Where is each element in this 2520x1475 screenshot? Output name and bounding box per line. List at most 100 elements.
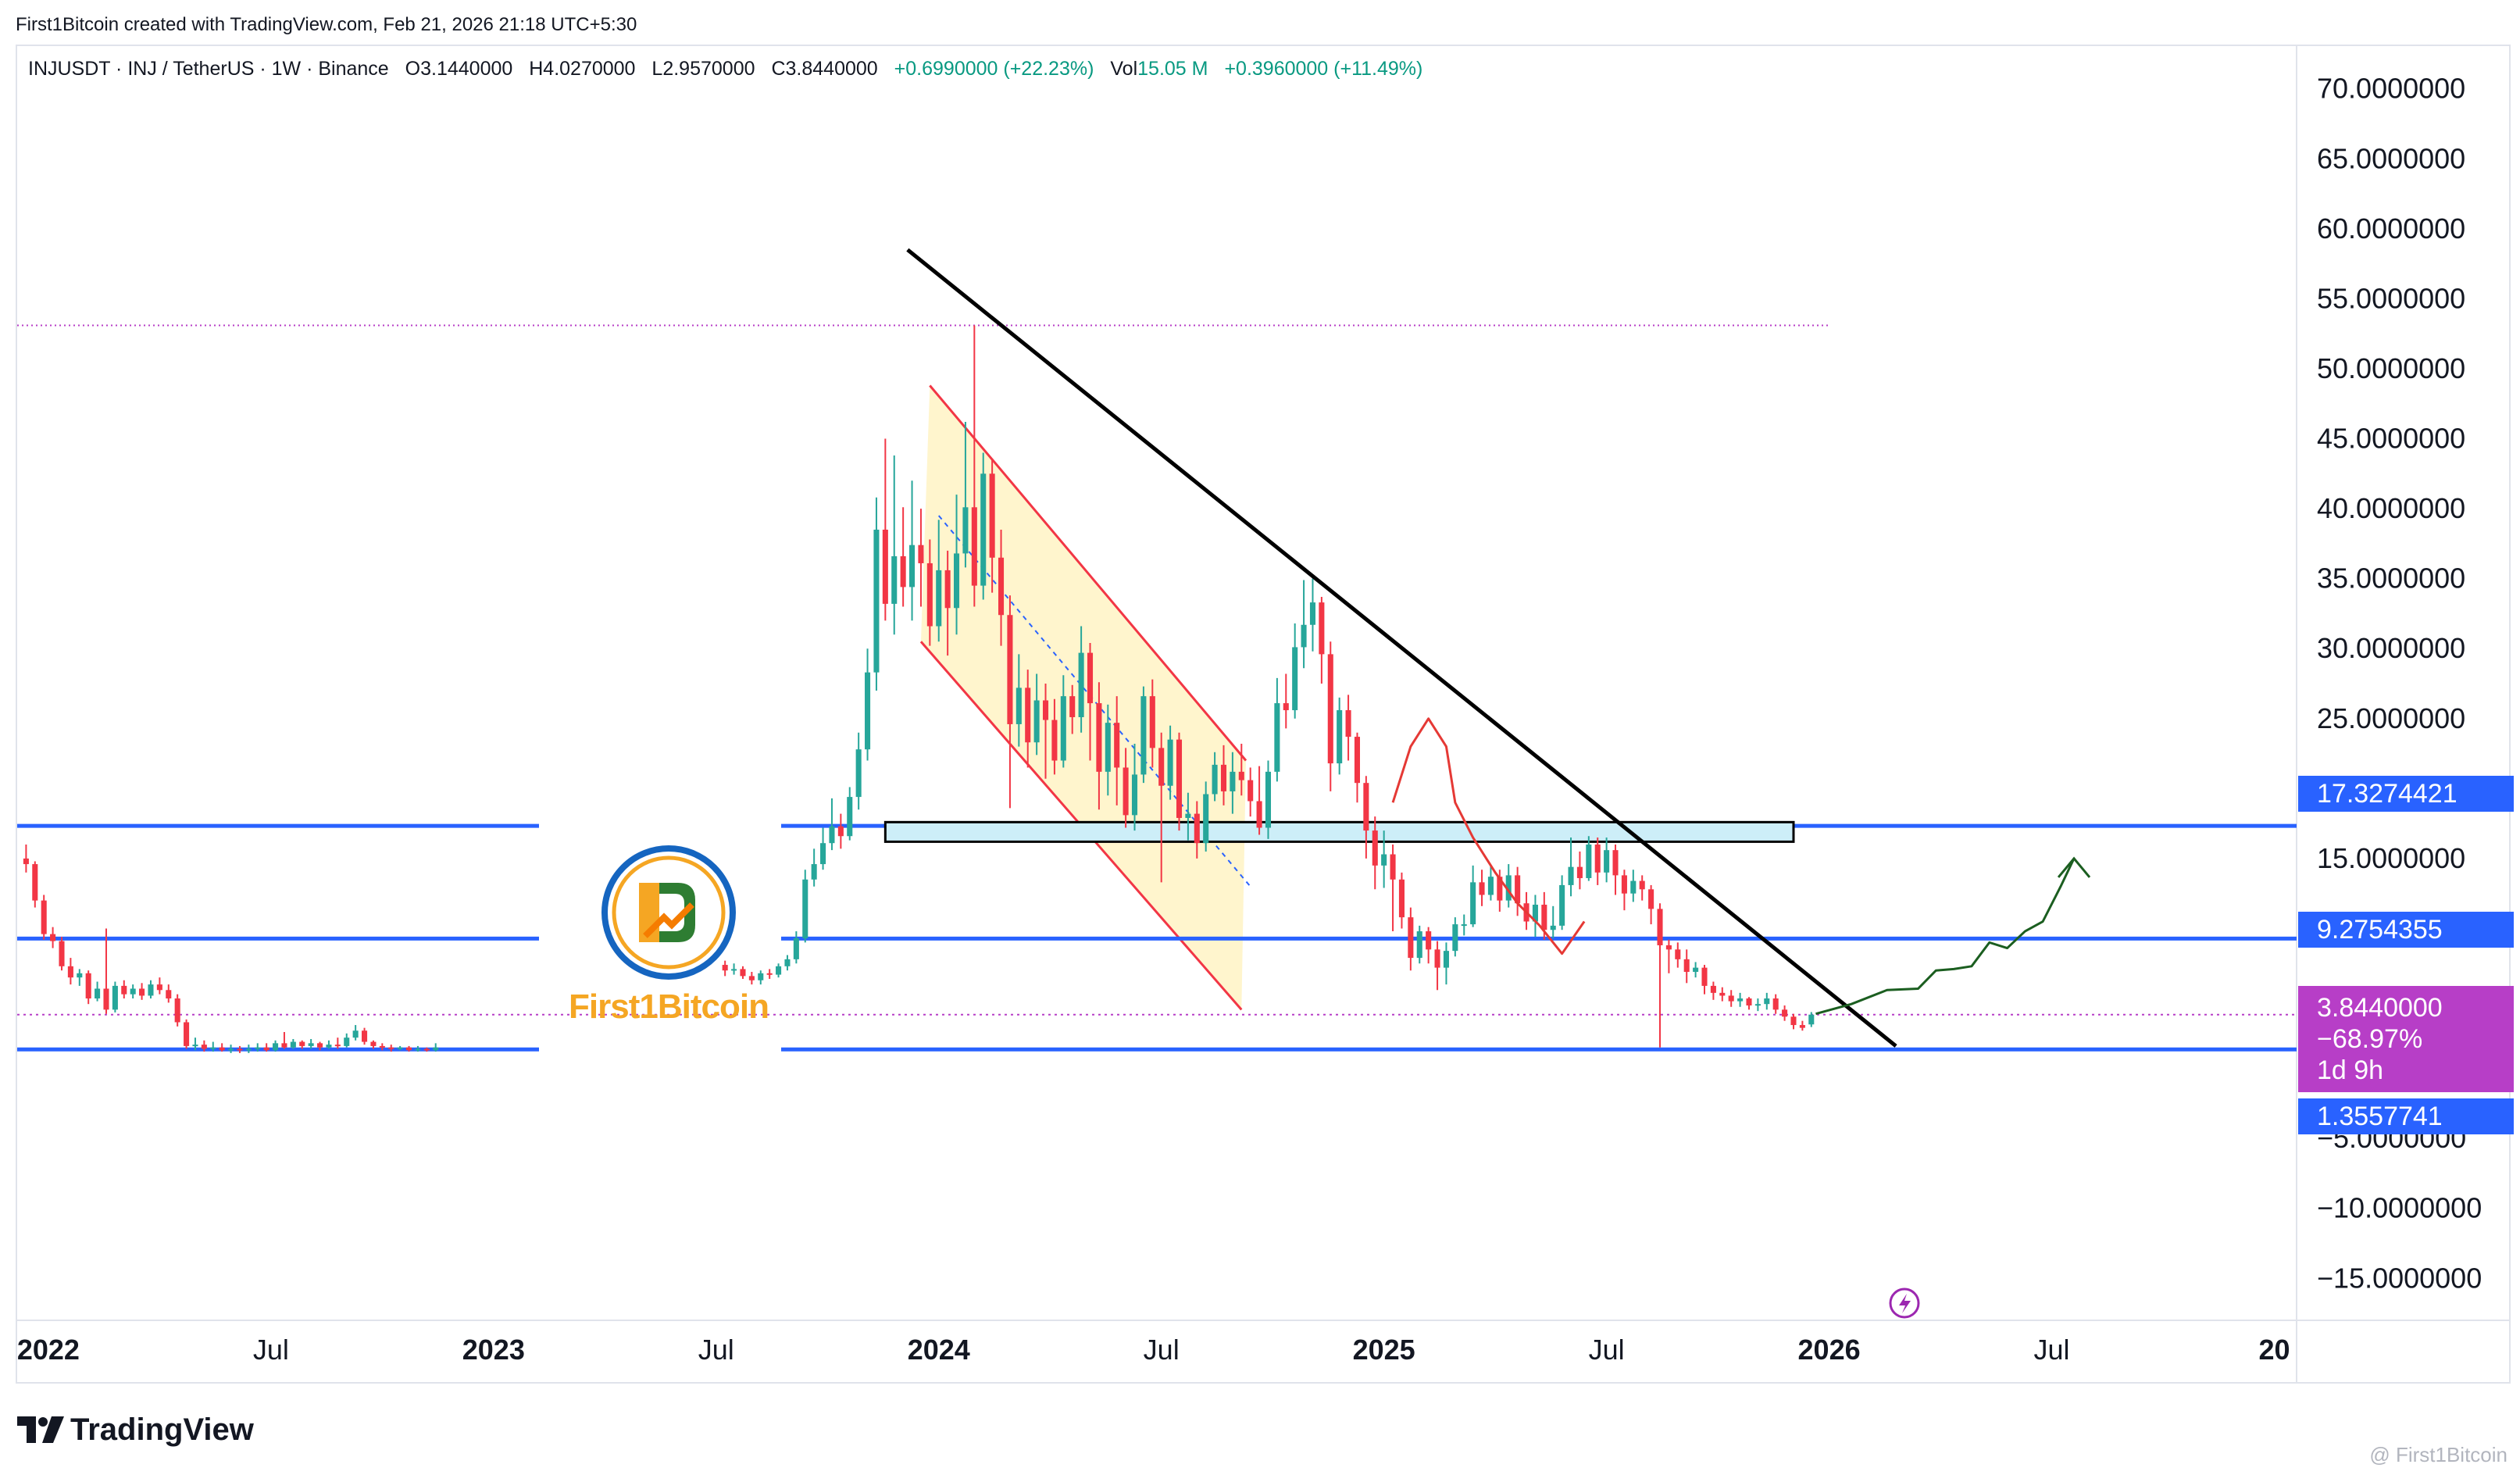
time-axis[interactable]: 2022 Jul 2023 Jul 2024 Jul 2025 Jul 2026 Jul 20 xyxy=(17,1334,2290,1366)
candle-up[interactable] xyxy=(1559,875,1565,930)
candle-up[interactable] xyxy=(1470,865,1476,927)
candle-up[interactable] xyxy=(1292,623,1298,719)
candle-up[interactable] xyxy=(77,969,83,986)
candle-up[interactable] xyxy=(820,827,826,870)
candle-down[interactable] xyxy=(1087,643,1094,761)
candle-up[interactable] xyxy=(1337,697,1343,775)
candle-down[interactable] xyxy=(263,1043,269,1052)
candle-up[interactable] xyxy=(1568,838,1574,897)
candle-up[interactable] xyxy=(1808,1012,1815,1027)
candle-down[interactable] xyxy=(379,1043,385,1051)
candle-down[interactable] xyxy=(405,1045,412,1052)
candle-up[interactable] xyxy=(1381,830,1387,888)
candle-down[interactable] xyxy=(121,980,127,999)
downtrend-line[interactable] xyxy=(906,248,1897,1048)
candle-up[interactable] xyxy=(847,787,853,841)
candle-up[interactable] xyxy=(865,648,871,761)
candle-up[interactable] xyxy=(352,1025,359,1041)
candle-up[interactable] xyxy=(962,422,969,568)
candle-down[interactable] xyxy=(1434,941,1440,991)
candle-down[interactable] xyxy=(998,529,1005,646)
candle-down[interactable] xyxy=(1176,732,1183,831)
red-forecast-path[interactable] xyxy=(1391,717,1586,955)
candle-down[interactable] xyxy=(139,983,145,1000)
candle-down[interactable] xyxy=(1354,732,1360,803)
candle-down[interactable] xyxy=(1345,695,1351,761)
candle-down[interactable] xyxy=(1363,776,1369,859)
candle-down[interactable] xyxy=(944,550,951,656)
candle-up[interactable] xyxy=(1737,992,1744,1007)
candle-down[interactable] xyxy=(281,1032,287,1049)
candle-up[interactable] xyxy=(1309,578,1316,652)
candle-down[interactable] xyxy=(1772,994,1779,1014)
candle-down[interactable] xyxy=(1576,851,1583,890)
candle-down[interactable] xyxy=(423,1047,430,1052)
candle-down[interactable] xyxy=(1657,903,1663,1048)
candle-up[interactable] xyxy=(130,984,136,999)
candle-down[interactable] xyxy=(1683,949,1690,984)
candle-down[interactable] xyxy=(748,971,755,985)
candle-down[interactable] xyxy=(1025,670,1031,768)
candle-down[interactable] xyxy=(1238,744,1244,796)
candle-down[interactable] xyxy=(59,937,65,971)
candle-down[interactable] xyxy=(1426,927,1432,964)
candle-up[interactable] xyxy=(1532,895,1538,938)
candle-up[interactable] xyxy=(758,970,764,985)
candle-up[interactable] xyxy=(245,1045,252,1053)
candle-up[interactable] xyxy=(1461,914,1467,936)
candle-up[interactable] xyxy=(210,1041,216,1052)
candle-up[interactable] xyxy=(112,981,118,1012)
candle-down[interactable] xyxy=(1594,838,1601,885)
candle-down[interactable] xyxy=(50,927,56,948)
candle-down[interactable] xyxy=(1665,939,1672,973)
candle-up[interactable] xyxy=(954,495,960,635)
candle-down[interactable] xyxy=(184,1019,190,1049)
candle-down[interactable] xyxy=(1799,1020,1805,1031)
candle-down[interactable] xyxy=(1648,884,1654,925)
candle-up[interactable] xyxy=(1754,998,1761,1012)
candle-down[interactable] xyxy=(1408,907,1414,971)
candle-down[interactable] xyxy=(156,977,162,995)
candle-down[interactable] xyxy=(1042,684,1049,779)
candle-down[interactable] xyxy=(1194,801,1200,859)
candle-down[interactable] xyxy=(1728,990,1734,1007)
candle-down[interactable] xyxy=(1283,673,1289,729)
channel-upper-line[interactable] xyxy=(929,384,1248,762)
candle-up[interactable] xyxy=(1078,626,1084,733)
candle-up[interactable] xyxy=(1452,917,1458,957)
candle-down[interactable] xyxy=(1114,696,1120,805)
candle-up[interactable] xyxy=(793,931,799,964)
candle-down[interactable] xyxy=(837,813,844,849)
candle-down[interactable] xyxy=(317,1041,323,1051)
candle-down[interactable] xyxy=(1612,844,1619,895)
candle-down[interactable] xyxy=(1372,816,1378,890)
candle-down[interactable] xyxy=(299,1040,305,1049)
candle-down[interactable] xyxy=(1675,942,1681,968)
candle-up[interactable] xyxy=(1274,677,1280,782)
candle-down[interactable] xyxy=(1248,767,1254,817)
candle-down[interactable] xyxy=(334,1038,341,1049)
candle-up[interactable] xyxy=(1604,838,1610,883)
candle-up[interactable] xyxy=(192,1038,198,1051)
candle-down[interactable] xyxy=(166,984,172,1003)
candle-up[interactable] xyxy=(829,798,835,851)
candle-up[interactable] xyxy=(784,955,791,971)
candle-up[interactable] xyxy=(1586,836,1592,881)
candle-up[interactable] xyxy=(1167,725,1173,800)
candle-down[interactable] xyxy=(67,958,73,985)
candle-down[interactable] xyxy=(882,438,888,621)
candle-down[interactable] xyxy=(1621,870,1627,911)
candle-down[interactable] xyxy=(174,994,180,1027)
candle-down[interactable] xyxy=(41,895,47,940)
candle-up[interactable] xyxy=(433,1043,439,1052)
candle-down[interactable] xyxy=(1158,732,1165,883)
candle-up[interactable] xyxy=(1301,580,1307,669)
candle-up[interactable] xyxy=(1505,864,1512,908)
candle-up[interactable] xyxy=(802,870,808,943)
candle-down[interactable] xyxy=(918,509,924,607)
candle-up[interactable] xyxy=(255,1043,261,1052)
candle-up[interactable] xyxy=(273,1040,279,1052)
resistance-zone[interactable] xyxy=(883,820,1795,843)
candle-up[interactable] xyxy=(811,848,817,887)
